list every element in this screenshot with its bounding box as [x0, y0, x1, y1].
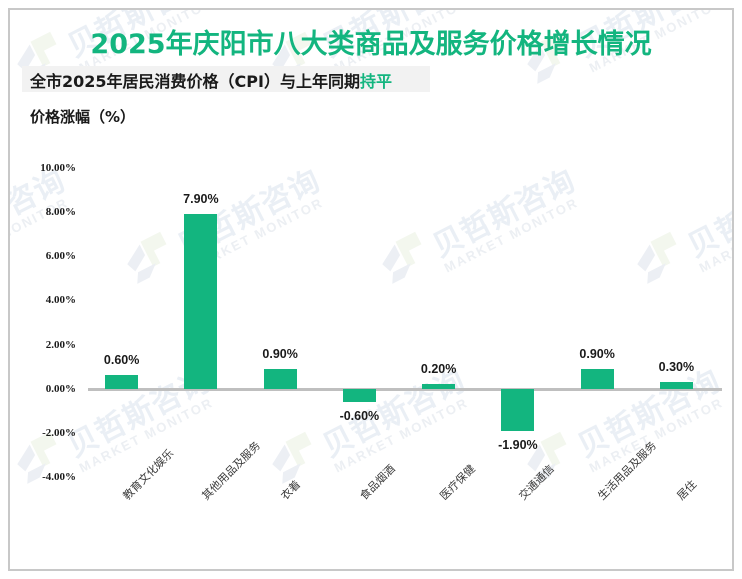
- bar-value-label: -0.60%: [339, 408, 380, 423]
- bar[interactable]: [105, 375, 139, 389]
- subtitle-plain-text: 全市2025年居民消费价格（CPI）与上年同期: [30, 72, 360, 91]
- bar[interactable]: [659, 382, 693, 389]
- bar[interactable]: [263, 368, 297, 389]
- x-axis-category-label: 食品烟酒: [357, 462, 399, 503]
- bar-value-label: 7.90%: [183, 192, 219, 207]
- chart-subtitle: 全市2025年居民消费价格（CPI）与上年同期持平: [30, 68, 392, 92]
- x-axis-category-label: 居住: [674, 477, 700, 503]
- y-axis-tick-label: 6.00%: [45, 250, 76, 263]
- y-axis-tick-label: -4.00%: [42, 471, 76, 483]
- bar[interactable]: [422, 384, 456, 389]
- y-axis-title: 价格涨幅（%）: [30, 108, 136, 126]
- bar-value-label: 0.90%: [262, 346, 298, 361]
- chart-title: 2025年庆阳市八大类商品及服务价格增长情况: [90, 29, 652, 60]
- x-axis-category-label: 医疗保健: [437, 462, 478, 503]
- bar-value-label: 0.60%: [103, 353, 140, 368]
- bar-value-label: -1.90%: [498, 437, 538, 452]
- y-axis-tick-label: -2.00%: [42, 426, 76, 439]
- bar-value-label: 0.20%: [420, 362, 457, 377]
- y-axis-tick-label: 8.00%: [45, 206, 76, 219]
- subtitle-band: [22, 66, 430, 92]
- bar[interactable]: [501, 388, 535, 431]
- x-axis-category-label: 教育文化娱乐: [120, 446, 176, 503]
- x-axis-category-label: 衣着: [278, 477, 304, 503]
- subtitle-highlight-text: 持平: [359, 72, 392, 91]
- y-axis-tick-label: 4.00%: [45, 294, 76, 307]
- bar[interactable]: [342, 388, 376, 402]
- x-axis-category-label: 交通通信: [516, 462, 557, 503]
- bar[interactable]: [184, 214, 218, 389]
- bar-value-label: 0.90%: [579, 346, 615, 361]
- y-axis-tick-label: 2.00%: [45, 338, 76, 351]
- y-axis-tick-label: 10.00%: [40, 162, 76, 174]
- bar-value-label: 0.30%: [658, 360, 695, 375]
- zero-axis-line: [88, 387, 722, 391]
- x-axis-category-label: 生活用品及服务: [595, 438, 660, 503]
- bar[interactable]: [580, 368, 614, 389]
- y-axis-tick-label: 0.00%: [45, 382, 76, 395]
- x-axis-category-label: 其他用品及服务: [199, 438, 263, 503]
